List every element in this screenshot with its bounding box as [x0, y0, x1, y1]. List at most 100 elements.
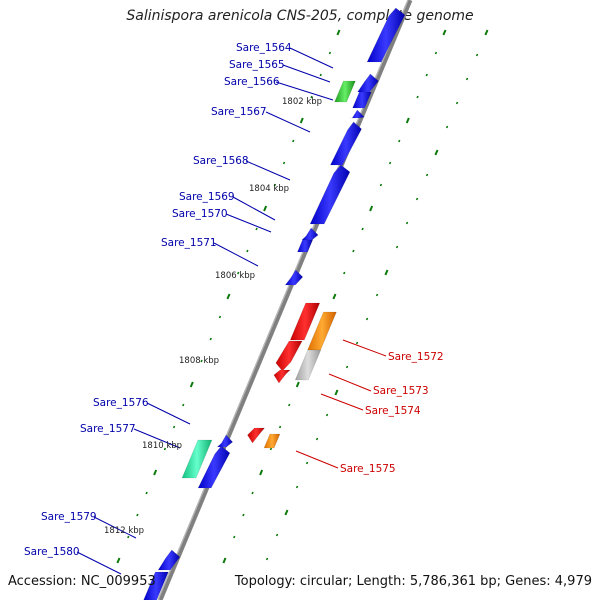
gene-label[interactable]: Sare_1566: [224, 76, 280, 88]
scale-tick: [336, 29, 341, 36]
scale-tick: [355, 341, 359, 345]
label-connector: [245, 160, 291, 181]
scale-tick: [209, 337, 212, 341]
scale-tick: [145, 491, 148, 495]
gene-label[interactable]: Sare_1571: [161, 237, 217, 249]
gene-arrow: [309, 164, 351, 225]
label-connector: [146, 402, 191, 425]
scale-tick: [259, 469, 264, 476]
label-connector: [76, 551, 122, 575]
scale-tick: [269, 447, 273, 451]
label-connector: [295, 450, 339, 469]
label-connector: [342, 339, 387, 357]
scale-tick: [434, 51, 438, 55]
scale-tick: [292, 139, 295, 143]
gene-arrow: [297, 239, 313, 253]
scale-tick: [319, 73, 322, 77]
scale-tick: [237, 271, 240, 275]
gene-label[interactable]: Sare_1573: [373, 385, 429, 397]
gene-label[interactable]: Sare_1580: [24, 546, 80, 558]
scale-tick: [246, 249, 249, 253]
gene-label[interactable]: Sare_1575: [340, 463, 396, 475]
gene-label[interactable]: Sare_1577: [80, 423, 136, 435]
gene-label[interactable]: Sare_1565: [229, 59, 285, 71]
map-title: Salinispora arenicola CNS-205, complete …: [126, 8, 474, 24]
gene-label[interactable]: Sare_1564: [236, 42, 292, 54]
scale-tick: [332, 293, 337, 300]
scale-tick: [475, 53, 479, 57]
scale-tick: [299, 117, 304, 124]
kbp-label: 1808 kbp: [179, 356, 219, 366]
scale-tick: [255, 227, 258, 231]
scale-tick: [334, 389, 339, 396]
scale-tick: [263, 205, 268, 212]
scale-tick: [172, 425, 176, 429]
label-connector: [282, 64, 331, 83]
gene-label[interactable]: Sare_1572: [388, 351, 444, 363]
label-connector: [265, 111, 311, 133]
kbp-label: 1804 kbp: [249, 184, 289, 194]
gene-label[interactable]: Sare_1570: [172, 208, 228, 220]
scale-tick: [343, 271, 346, 275]
scale-tick: [288, 403, 291, 407]
gene-label[interactable]: Sare_1576: [93, 397, 149, 409]
scale-tick: [369, 205, 374, 212]
label-connector: [232, 196, 276, 221]
label-connector: [225, 213, 272, 233]
scale-tick: [182, 403, 185, 407]
scale-tick: [189, 381, 194, 388]
gene-arrow: [143, 571, 169, 600]
scale-tick: [284, 509, 289, 516]
genome-summary: Topology: circular; Length: 5,786,361 bp…: [234, 574, 592, 589]
scale-tick: [425, 173, 429, 177]
scale-tick: [278, 425, 282, 429]
label-connector: [133, 428, 181, 449]
gene-arrow: [289, 302, 321, 341]
gene-label[interactable]: Sare_1569: [179, 191, 235, 203]
gene-arrow: [247, 427, 266, 444]
label-connector: [289, 47, 334, 69]
gene-arrow: [366, 7, 406, 63]
label-connector: [320, 393, 364, 411]
scale-tick: [282, 161, 286, 165]
scale-tick: [251, 491, 254, 495]
scale-tick: [136, 513, 139, 517]
scale-tick: [200, 359, 203, 363]
gene-label[interactable]: Sare_1574: [365, 405, 421, 417]
scale-tick: [295, 485, 299, 489]
label-connectors: [76, 47, 387, 575]
gene-arrow: [181, 439, 213, 479]
scale-tick: [405, 117, 410, 124]
label-connector: [93, 516, 137, 539]
scale-tick: [222, 557, 227, 564]
scale-tick: [384, 269, 389, 276]
scale-tick: [325, 413, 329, 417]
scale-tick: [116, 557, 121, 564]
scale-tick: [242, 513, 245, 517]
gene-arrow: [329, 121, 362, 166]
gene-arrow: [357, 73, 379, 93]
label-connector: [328, 373, 372, 392]
scale-tick: [379, 183, 383, 187]
gene-label[interactable]: Sare_1567: [211, 106, 267, 118]
gene-arrow: [349, 109, 365, 119]
gene-label[interactable]: Sare_1568: [193, 155, 249, 167]
scale-tick: [455, 101, 459, 105]
label-connector: [213, 242, 259, 267]
gene-arrow: [334, 80, 356, 103]
scale-tick: [153, 469, 158, 476]
kbp-label: 1810 kbp: [142, 441, 182, 451]
kbp-label: 1812 kbp: [104, 526, 144, 536]
scale-tick: [345, 365, 349, 369]
scale-tick: [265, 557, 269, 561]
gene-arrow: [197, 445, 231, 489]
scale-tick: [415, 197, 419, 201]
kbp-label: 1806 kbp: [215, 271, 255, 281]
gene-arrow: [294, 349, 322, 381]
gene-arrow: [301, 227, 319, 241]
gene-label[interactable]: Sare_1579: [41, 511, 97, 523]
scale-tick: [442, 29, 447, 36]
label-connector: [275, 81, 334, 101]
scale-tick: [398, 139, 401, 143]
